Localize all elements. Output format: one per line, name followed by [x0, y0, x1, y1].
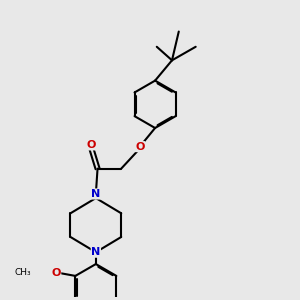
Text: N: N	[91, 189, 101, 199]
Text: CH₃: CH₃	[14, 268, 31, 277]
Text: O: O	[51, 268, 61, 278]
Text: N: N	[91, 247, 101, 257]
Text: O: O	[86, 140, 95, 150]
Text: O: O	[135, 142, 145, 152]
